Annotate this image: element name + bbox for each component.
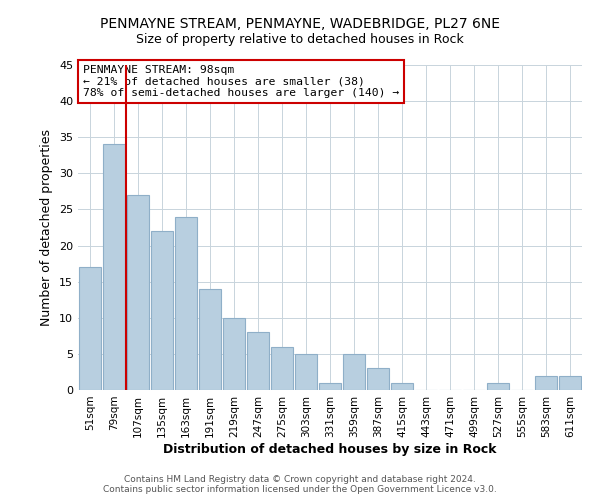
Bar <box>151 231 173 390</box>
Bar <box>343 354 365 390</box>
Text: Contains public sector information licensed under the Open Government Licence v3: Contains public sector information licen… <box>103 485 497 494</box>
X-axis label: Distribution of detached houses by size in Rock: Distribution of detached houses by size … <box>163 442 497 456</box>
Bar <box>103 144 125 390</box>
Bar <box>247 332 269 390</box>
Bar <box>559 376 581 390</box>
Bar <box>127 195 149 390</box>
Bar <box>79 267 101 390</box>
Bar <box>487 383 509 390</box>
Bar <box>271 346 293 390</box>
Bar <box>295 354 317 390</box>
Bar <box>223 318 245 390</box>
Text: Size of property relative to detached houses in Rock: Size of property relative to detached ho… <box>136 32 464 46</box>
Bar <box>175 216 197 390</box>
Bar <box>199 289 221 390</box>
Bar <box>535 376 557 390</box>
Text: PENMAYNE STREAM: 98sqm
← 21% of detached houses are smaller (38)
78% of semi-det: PENMAYNE STREAM: 98sqm ← 21% of detached… <box>83 65 399 98</box>
Text: Contains HM Land Registry data © Crown copyright and database right 2024.: Contains HM Land Registry data © Crown c… <box>124 475 476 484</box>
Bar <box>391 383 413 390</box>
Y-axis label: Number of detached properties: Number of detached properties <box>40 129 53 326</box>
Bar <box>319 383 341 390</box>
Text: PENMAYNE STREAM, PENMAYNE, WADEBRIDGE, PL27 6NE: PENMAYNE STREAM, PENMAYNE, WADEBRIDGE, P… <box>100 18 500 32</box>
Bar <box>367 368 389 390</box>
